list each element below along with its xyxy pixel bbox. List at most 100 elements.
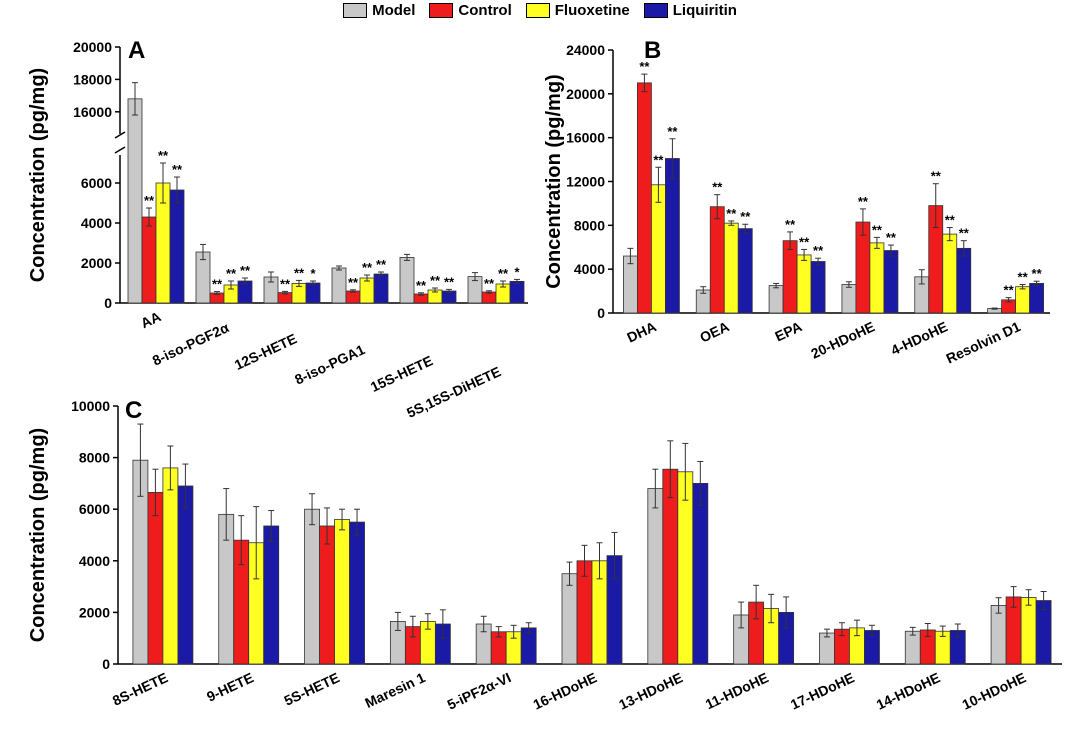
panel-b-bar-liquiritin [1029, 283, 1044, 314]
panel-b-bar-liquiritin [810, 261, 826, 314]
panel-b-bar-model [841, 284, 857, 314]
panel-b-letter: B [644, 37, 661, 64]
panel-b-y-tick-label: 16000 [566, 130, 605, 146]
panel-b-significance-label: ** [639, 59, 650, 74]
panel-b-y-tick-label: 20000 [566, 86, 605, 102]
panel-a-bar-liquiritin [169, 189, 185, 304]
panel-a-x-tick-label: 15S-HETE [368, 352, 435, 395]
panel-b-bar-fluoxetine [1015, 286, 1030, 314]
panel-b-significance-label: ** [945, 213, 956, 228]
panel-c-x-tick-label: 9-HETE [204, 669, 256, 705]
legend-label-model: Model [372, 2, 416, 19]
panel-a-y-tick-label: 2000 [81, 255, 112, 271]
panel-a-significance-label: * [514, 264, 520, 279]
panel-a-significance-label: ** [362, 260, 373, 275]
panel-b-bar-fluoxetine [796, 254, 812, 314]
panel-c-bar-control [319, 525, 335, 665]
legend-label-control: Control [458, 2, 512, 19]
panel-b-x-tick-label: DHA [624, 318, 658, 345]
panel-a-significance-label: ** [444, 274, 455, 289]
panel-b-y-tick-label: 24000 [566, 42, 605, 58]
panel-c-letter: C [125, 397, 142, 424]
panel-b-bar-fluoxetine [942, 233, 958, 314]
panel-a-significance-label: ** [212, 277, 223, 292]
panel-a-significance-label: ** [172, 162, 183, 177]
panel-a-significance-label: ** [348, 275, 359, 290]
panel-a-y-tick-label: 16000 [73, 104, 112, 120]
panel-b-bar-liquiritin [665, 158, 680, 314]
panel-c-x-tick-label: 11-HDoHE [703, 669, 771, 712]
panel-c-bar-model [561, 573, 578, 665]
panel-a-axis-break-mark [114, 131, 126, 139]
panel-a-bar-liquiritin [509, 280, 525, 304]
panel-b-significance-label: ** [712, 180, 723, 195]
panel-a-axis-break-mark [114, 146, 126, 154]
panel-c-x-tick-label: 17-HDoHE [788, 669, 857, 712]
panel-b-y-tick-label: 4000 [574, 261, 605, 277]
panel-a-significance-label: ** [416, 278, 427, 293]
panel-c-bar-fluoxetine [334, 519, 350, 665]
panel-c-bar-model [647, 488, 664, 665]
panel-a-significance-label: ** [240, 263, 251, 278]
panel-c-bar-liquiritin [692, 482, 709, 665]
panel-a-bar-model [331, 267, 347, 304]
panel-a-bar-liquiritin [373, 273, 389, 304]
panel-c-x-tick-label: 10-HDoHE [960, 669, 1029, 712]
panel-a-bar-control [141, 216, 157, 304]
legend-swatch-liquiritin [643, 3, 668, 18]
panel-b-significance-label: ** [785, 217, 796, 232]
legend-item-model: Model [343, 2, 415, 19]
panel-b-bar-control [637, 82, 652, 314]
panel-b-bar-liquiritin [883, 250, 899, 314]
panel-b-significance-label: ** [872, 222, 883, 237]
panel-a-significance-label: ** [158, 148, 169, 163]
legend-swatch-fluoxetine [525, 3, 550, 18]
panel-a-significance-label: ** [226, 266, 237, 281]
panel-c-x-tick-label: 16-HDoHE [530, 669, 599, 712]
panel-b-bar-liquiritin [956, 247, 972, 314]
panel-c-x-tick-label: 5S-HETE [281, 669, 341, 708]
panel-b-significance-label: ** [653, 152, 664, 167]
panel-b-significance-label: ** [1004, 283, 1015, 298]
panel-b-y-tick-label: 8000 [574, 217, 605, 233]
panel-a-significance-label: * [310, 266, 316, 281]
panel-c-x-tick-label: Maresin 1 [362, 669, 427, 711]
panel-a-significance-label: ** [294, 265, 305, 280]
panel-a-significance-label: ** [280, 276, 291, 291]
panel-b-bar-model [768, 285, 784, 314]
panel-c-bar-fluoxetine [162, 467, 179, 665]
panel-b-x-tick-label: 4-HDoHE [888, 318, 950, 358]
panel-b-x-tick-label: Resolvin D1 [943, 318, 1023, 366]
legend-item-control: Control [429, 2, 512, 19]
panel-c-bar-control [662, 468, 679, 665]
panel-c-bar-model [819, 632, 835, 665]
panel-c-y-tick-label: 2000 [79, 604, 110, 620]
panel-b-x-tick-label: OEA [697, 318, 731, 345]
panel-a-bar-fluoxetine [359, 277, 375, 304]
panel-a-bar-model [127, 98, 143, 304]
panel-b-bar-model [623, 255, 638, 314]
panel-c-bar-control [147, 492, 164, 665]
panel-b-significance-label: ** [726, 206, 737, 221]
panel-c-bar-model [990, 605, 1007, 665]
panel-a-significance-label: ** [484, 276, 495, 291]
panel-b-significance-label: ** [886, 230, 897, 245]
panel-c-x-tick-label: 14-HDoHE [874, 669, 943, 712]
panel-b-significance-label: ** [813, 243, 824, 258]
panel-a-letter: A [128, 37, 145, 64]
panel-a-y-tick-label: 4000 [81, 215, 112, 231]
panel-a-significance-label: ** [498, 266, 509, 281]
panel-c-y-tick-label: 8000 [79, 450, 110, 466]
panel-b-x-tick-label: EPA [772, 318, 804, 344]
panel-a-y-axis-label: Concentration (pg/mg) [27, 68, 49, 282]
panel-b-bar-control [709, 206, 725, 314]
panel-b-y-axis-label: Concentration (pg/mg) [543, 74, 565, 288]
panel-a-significance-label: ** [376, 257, 387, 272]
panel-a-bar-model [399, 256, 415, 304]
panel-b-significance-label: ** [799, 234, 810, 249]
panel-a-bar-liquiritin [305, 282, 321, 304]
panel-b-bar-fluoxetine [651, 184, 666, 314]
panel-c-bar-liquiritin [263, 525, 280, 665]
panel-b-significance-label: ** [858, 194, 869, 209]
legend-label-fluoxetine: Fluoxetine [554, 2, 630, 19]
